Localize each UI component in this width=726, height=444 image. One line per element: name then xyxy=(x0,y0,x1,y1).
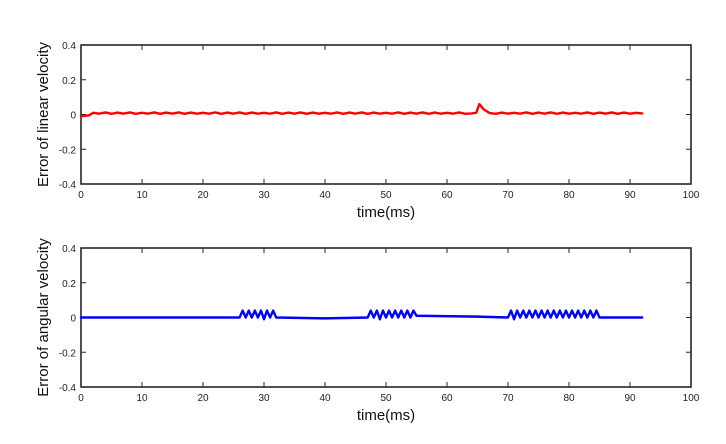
series-line-0 xyxy=(79,102,644,118)
y-tick-label: 0.2 xyxy=(62,279,76,290)
y-axis-title: Error of linear velocity xyxy=(35,41,52,187)
y-tick-label: 0.4 xyxy=(62,41,76,52)
y-tick-label: -0.2 xyxy=(59,145,77,156)
x-tick-label: 40 xyxy=(319,393,331,404)
x-tick-label: 60 xyxy=(441,190,453,201)
x-tick-label: 80 xyxy=(563,190,575,201)
x-tick-label: 90 xyxy=(624,393,636,404)
x-tick-label: 30 xyxy=(258,393,270,404)
x-tick-label: 100 xyxy=(683,190,700,201)
x-tick-label: 30 xyxy=(258,190,270,201)
x-tick-label: 10 xyxy=(136,190,148,201)
y-tick-label: -0.4 xyxy=(59,383,77,394)
y-tick-label: -0.2 xyxy=(59,348,77,359)
x-tick-label: 70 xyxy=(502,190,514,201)
x-tick-label: 20 xyxy=(197,393,209,404)
x-tick-label: 0 xyxy=(78,393,84,404)
y-tick-label: 0.4 xyxy=(62,244,76,255)
y-axis-title: Error of angular velocity xyxy=(35,238,52,397)
x-tick-label: 40 xyxy=(319,190,331,201)
y-tick-label: 0 xyxy=(70,111,76,122)
x-tick-label: 100 xyxy=(683,393,700,404)
x-axis-title: time(ms) xyxy=(357,407,415,424)
panel-linear-velocity: 0 10 20 30 40 50 60 70 80 90 100 0.4 0.2 0 -0.2 -0.4 tim… xyxy=(35,41,700,221)
x-tick-label: 0 xyxy=(78,190,84,201)
x-tick-label: 20 xyxy=(197,190,209,201)
x-tick-label: 80 xyxy=(563,393,575,404)
y-tick-label: 0.2 xyxy=(62,76,76,87)
series-line-0 xyxy=(79,309,644,321)
x-tick-label: 90 xyxy=(624,190,636,201)
x-tick-label: 60 xyxy=(441,393,453,404)
x-tick-label: 10 xyxy=(136,393,148,404)
y-tick-label: 0 xyxy=(70,314,76,325)
x-axis-title: time(ms) xyxy=(357,204,415,221)
panel-angular-velocity: 0 10 20 30 40 50 60 70 80 90 100 0.4 0.2 0 -0.2 -0.4 tim… xyxy=(35,238,700,424)
x-tick-label: 50 xyxy=(380,190,392,201)
x-tick-label: 70 xyxy=(502,393,514,404)
x-tick-label: 50 xyxy=(380,393,392,404)
y-tick-label: -0.4 xyxy=(59,180,77,191)
